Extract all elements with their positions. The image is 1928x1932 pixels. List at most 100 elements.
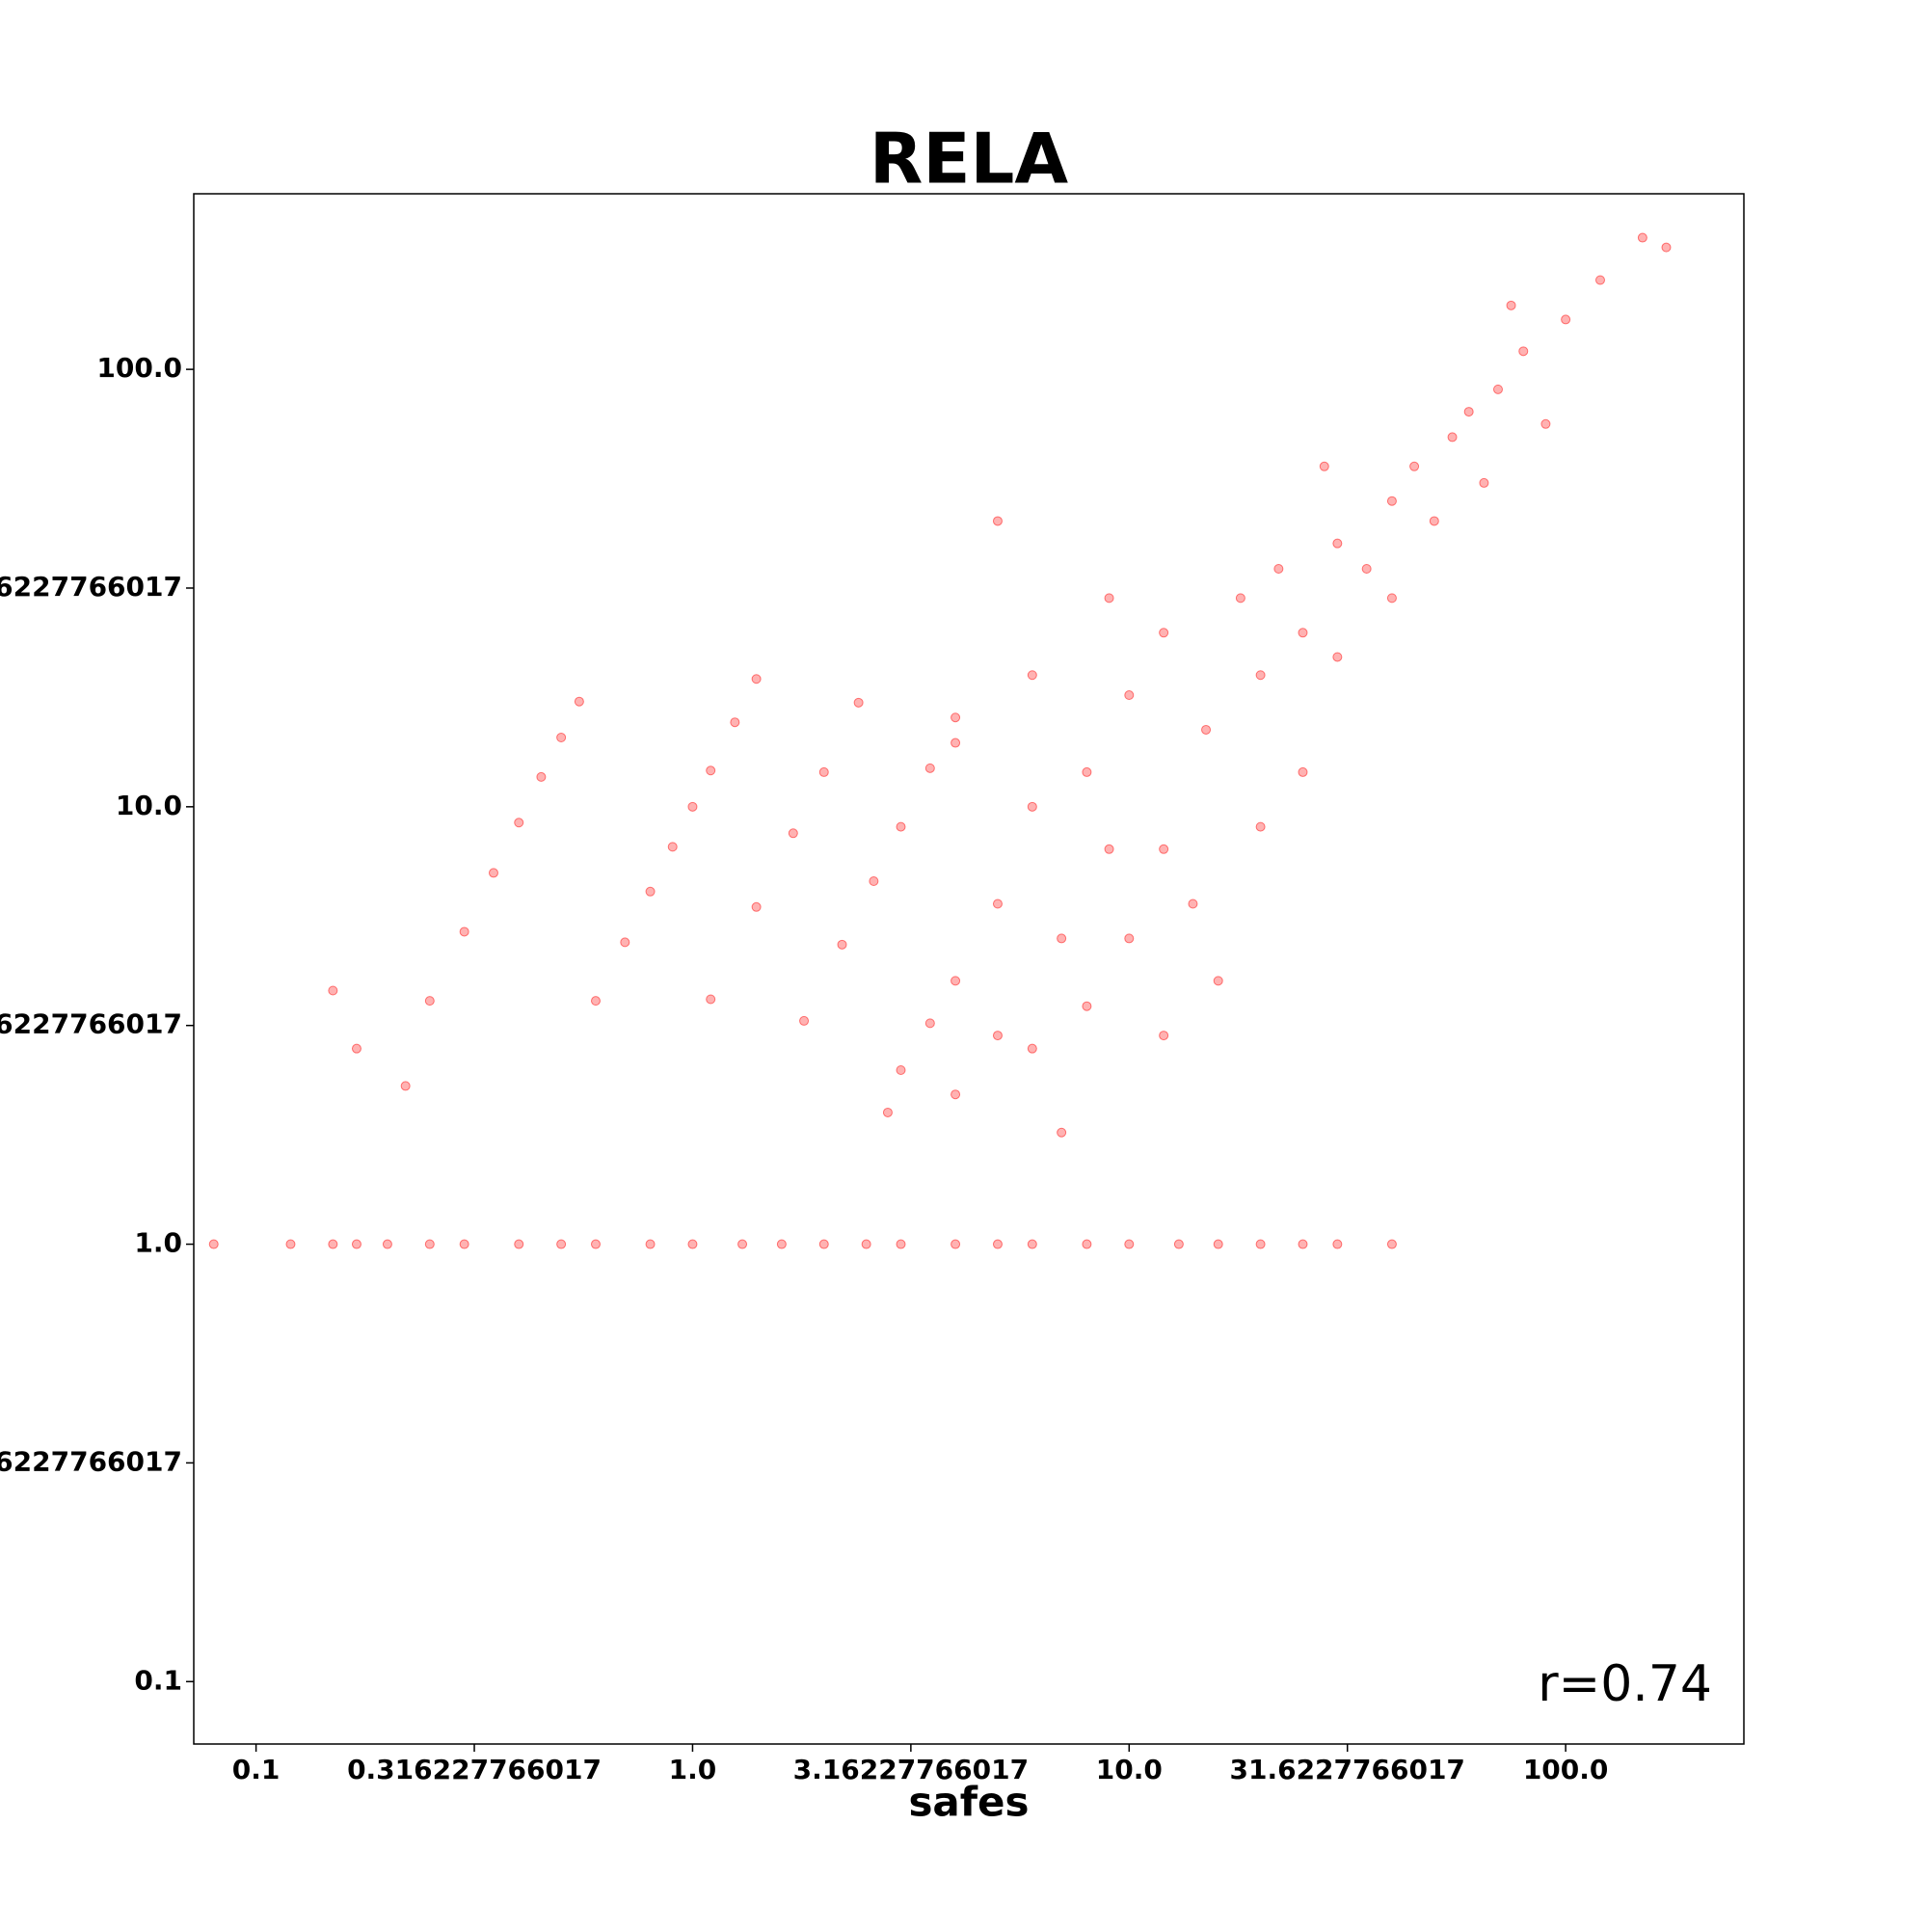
- point: [737, 1239, 748, 1249]
- point: [1027, 801, 1037, 812]
- point: [1104, 593, 1114, 604]
- point: [1173, 1239, 1184, 1249]
- point: [951, 976, 961, 986]
- point: [853, 697, 864, 708]
- point: [1561, 314, 1571, 325]
- chart-title: RELA: [870, 119, 1069, 200]
- point: [951, 712, 961, 723]
- point: [1027, 1239, 1037, 1249]
- point: [924, 1018, 935, 1029]
- point: [776, 1239, 787, 1249]
- point: [459, 926, 469, 937]
- y-tick-label: 0.316227766017: [0, 1445, 182, 1477]
- point: [459, 1239, 469, 1249]
- point: [645, 1239, 656, 1249]
- point: [751, 901, 762, 912]
- point: [788, 828, 798, 839]
- y-tick-label: 31.6227766017: [0, 571, 182, 603]
- point: [574, 696, 584, 707]
- point: [1479, 477, 1489, 488]
- point: [882, 1107, 893, 1117]
- point: [924, 763, 935, 773]
- x-tick-label: 100.0: [1523, 1754, 1609, 1785]
- y-tick-label: 3.16227766017: [0, 1008, 182, 1040]
- point: [861, 1239, 871, 1249]
- point: [1273, 563, 1284, 574]
- x-tick-label: 31.6227766017: [1229, 1754, 1464, 1785]
- point: [1661, 242, 1672, 253]
- point: [620, 937, 630, 948]
- point: [590, 1239, 601, 1249]
- point: [1159, 844, 1169, 854]
- point: [556, 732, 567, 742]
- point: [667, 842, 678, 852]
- annotation: r=0.74: [1538, 1655, 1712, 1713]
- point: [799, 1015, 810, 1026]
- point: [1361, 563, 1372, 574]
- point: [1319, 461, 1329, 471]
- point: [1082, 1001, 1092, 1011]
- point: [1188, 899, 1198, 909]
- point: [424, 1239, 435, 1249]
- point: [1124, 933, 1135, 944]
- point: [896, 1239, 906, 1249]
- point: [818, 766, 829, 777]
- point: [400, 1081, 411, 1091]
- point: [706, 765, 716, 776]
- point: [1518, 346, 1529, 357]
- point: [1255, 821, 1266, 832]
- point: [1201, 724, 1212, 735]
- y-tick-label: 1.0: [134, 1227, 182, 1259]
- point: [1298, 1239, 1308, 1249]
- point: [992, 899, 1003, 909]
- point: [536, 771, 547, 782]
- point: [951, 738, 961, 748]
- point: [1386, 593, 1397, 604]
- point: [1386, 1239, 1397, 1249]
- y-tick-label: 0.1: [134, 1664, 182, 1696]
- point: [1298, 628, 1308, 638]
- point: [285, 1239, 296, 1249]
- point: [1057, 933, 1067, 944]
- point: [1213, 976, 1223, 986]
- point: [1332, 538, 1343, 549]
- point: [896, 821, 906, 832]
- point: [1447, 432, 1458, 443]
- x-tick-label: 0.1: [232, 1754, 281, 1785]
- point: [687, 1239, 698, 1249]
- point: [351, 1239, 362, 1249]
- point: [1332, 1239, 1343, 1249]
- point: [951, 1239, 961, 1249]
- point: [1159, 628, 1169, 638]
- point: [556, 1239, 567, 1249]
- point: [514, 1239, 524, 1249]
- point: [706, 994, 716, 1005]
- point: [1104, 844, 1114, 854]
- point: [424, 996, 435, 1006]
- x-tick-label: 3.16227766017: [793, 1754, 1029, 1785]
- point: [1386, 496, 1397, 506]
- point: [751, 674, 762, 684]
- point: [1082, 766, 1092, 777]
- y-tick-label: 10.0: [116, 790, 182, 821]
- x-tick-label: 10.0: [1096, 1754, 1163, 1785]
- point: [1159, 1031, 1169, 1041]
- point: [1124, 1239, 1135, 1249]
- point: [992, 1031, 1003, 1041]
- point: [590, 996, 601, 1006]
- point: [351, 1043, 362, 1054]
- point: [869, 875, 879, 886]
- point: [992, 516, 1003, 526]
- point: [951, 1089, 961, 1100]
- point: [1027, 1043, 1037, 1054]
- point: [1429, 516, 1439, 526]
- point: [1213, 1239, 1223, 1249]
- point: [1332, 652, 1343, 662]
- point: [645, 886, 656, 897]
- point: [687, 801, 698, 812]
- point: [1492, 384, 1503, 394]
- point: [1027, 670, 1037, 681]
- point: [1124, 690, 1135, 701]
- point: [992, 1239, 1003, 1249]
